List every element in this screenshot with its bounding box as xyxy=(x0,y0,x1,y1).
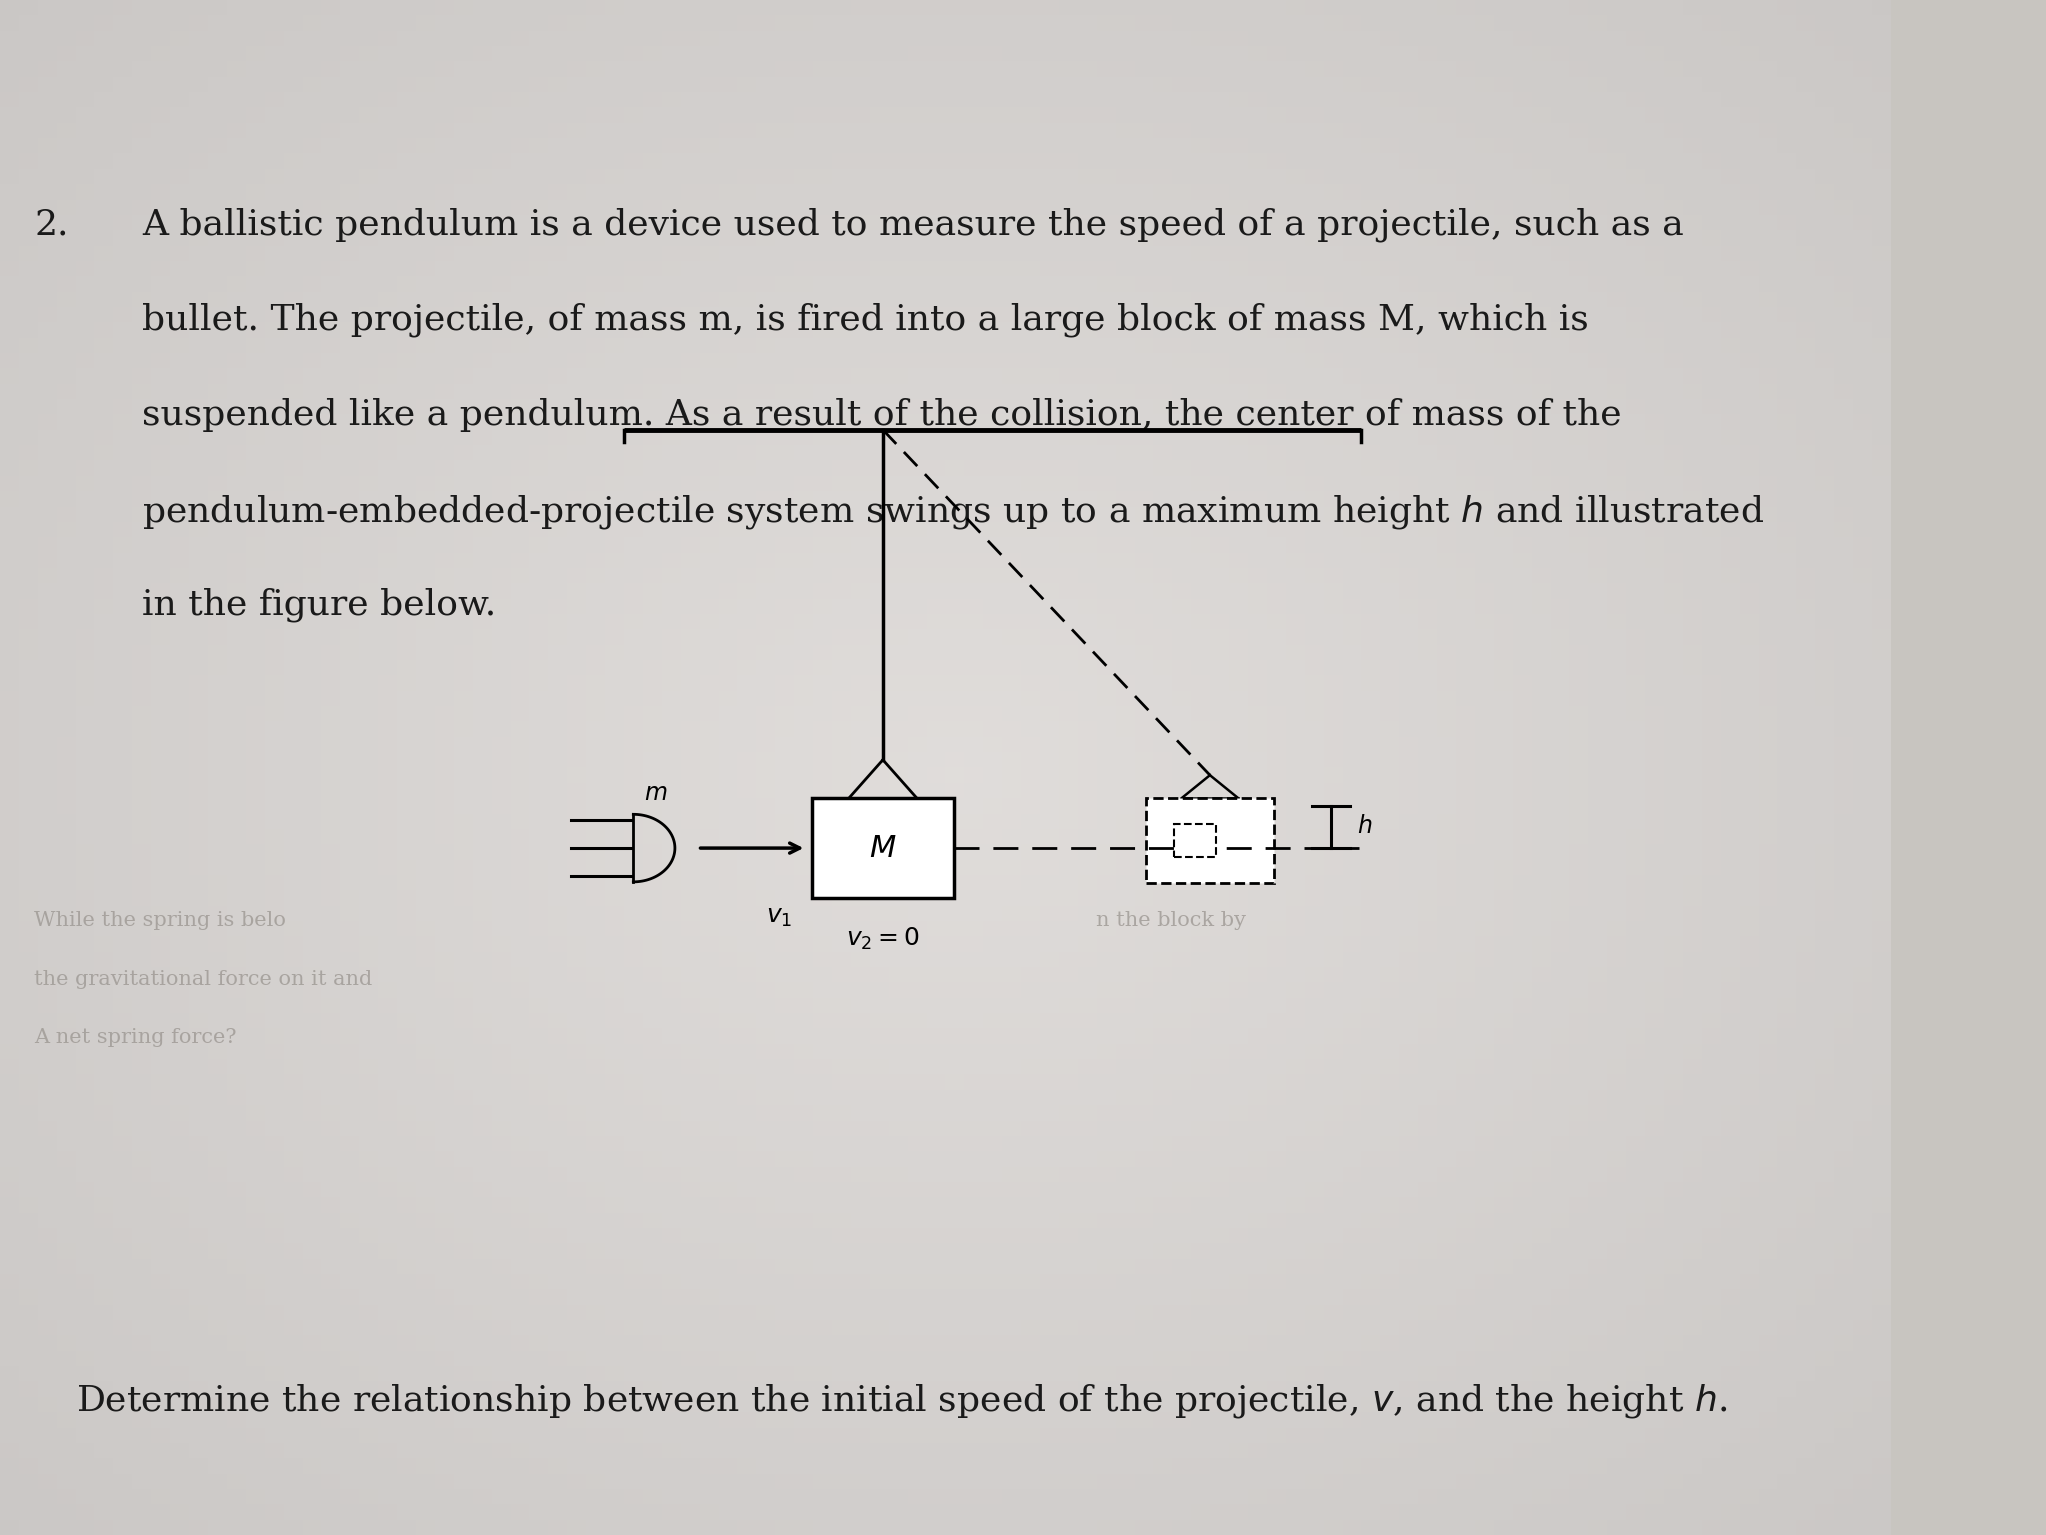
Text: pendulum-embedded-projectile system swings up to a maximum height $h$ and illust: pendulum-embedded-projectile system swin… xyxy=(141,493,1764,531)
Text: A ballistic pendulum is a device used to measure the speed of a projectile, such: A ballistic pendulum is a device used to… xyxy=(141,207,1684,241)
Text: suspended like a pendulum. As a result of the collision, the center of mass of t: suspended like a pendulum. As a result o… xyxy=(141,398,1620,431)
Text: A net spring force?: A net spring force? xyxy=(35,1028,237,1047)
Text: $h$: $h$ xyxy=(1356,815,1373,838)
Text: Determine the relationship between the initial speed of the projectile, $v$, and: Determine the relationship between the i… xyxy=(76,1382,1727,1420)
Text: $v_2=0$: $v_2=0$ xyxy=(847,926,919,952)
Text: the gravitational force on it and: the gravitational force on it and xyxy=(35,970,372,989)
Text: $M$: $M$ xyxy=(870,832,896,864)
Text: $v_1$: $v_1$ xyxy=(765,906,792,929)
Text: in the figure below.: in the figure below. xyxy=(141,588,495,622)
Bar xyxy=(812,798,953,898)
Text: $m$: $m$ xyxy=(644,783,667,804)
Text: bullet. The projectile, of mass m, is fired into a large block of mass M, which : bullet. The projectile, of mass m, is fi… xyxy=(141,302,1588,336)
Bar xyxy=(1174,824,1215,857)
Text: While the spring is belo: While the spring is belo xyxy=(35,912,286,930)
Text: 2.: 2. xyxy=(35,207,68,241)
Bar xyxy=(1146,798,1275,883)
Text: n the block by: n the block by xyxy=(1097,912,1246,930)
